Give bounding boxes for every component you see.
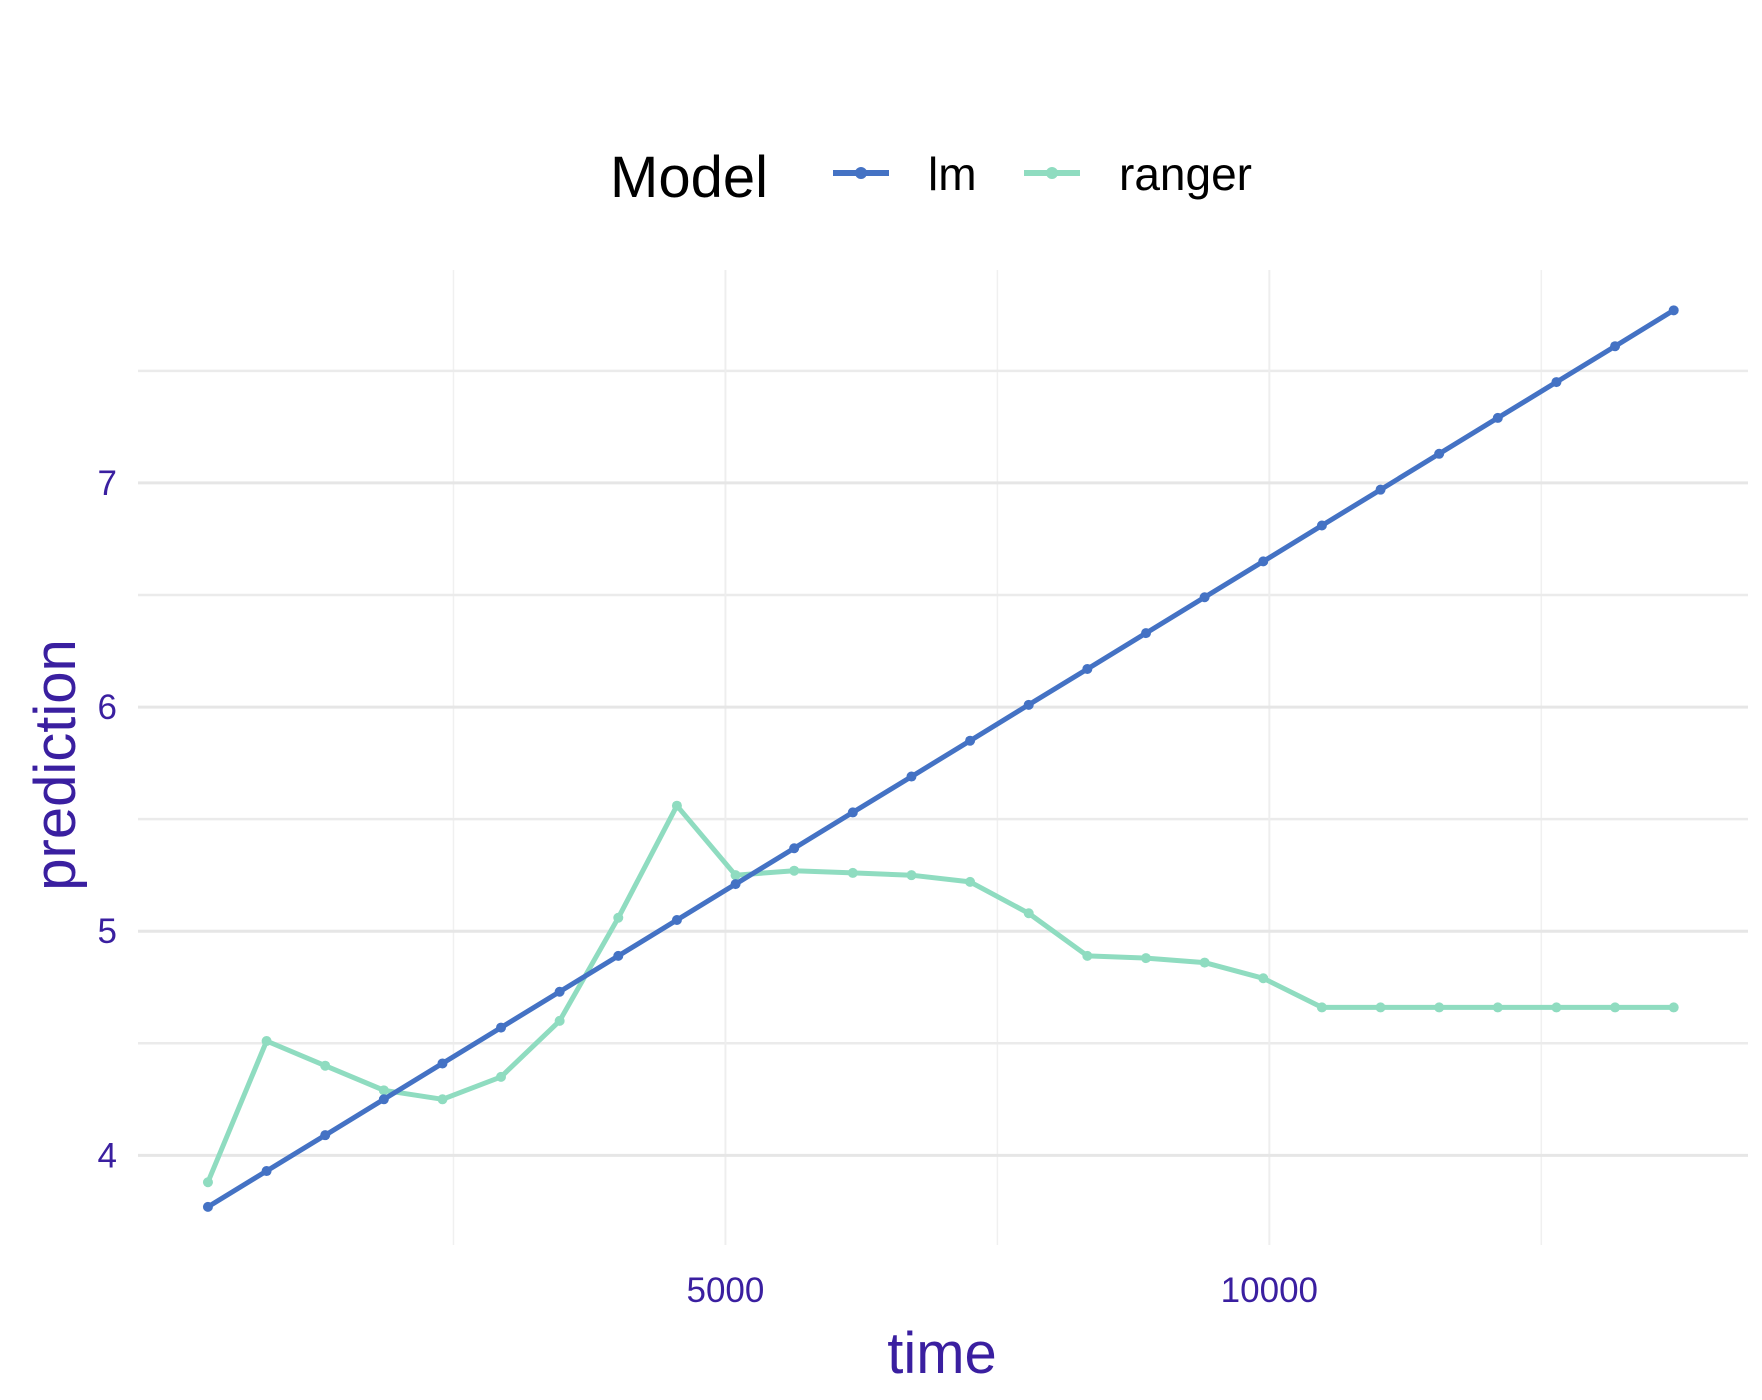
- data-point-lm: [554, 986, 565, 997]
- data-point-lm: [261, 1166, 272, 1177]
- legend-key-point: [1046, 167, 1058, 179]
- y-tick-label: 6: [98, 688, 117, 727]
- y-tick-label: 5: [98, 912, 117, 951]
- legend-title: Model: [610, 145, 768, 210]
- data-point-lm: [906, 771, 917, 782]
- legend-item-ranger: ranger: [1024, 148, 1252, 200]
- data-point-ranger: [320, 1060, 331, 1071]
- data-point-lm: [320, 1130, 331, 1141]
- y-tick-label: 4: [98, 1136, 117, 1175]
- data-point-lm: [847, 807, 858, 818]
- data-point-ranger: [789, 865, 800, 876]
- data-point-ranger: [730, 870, 741, 881]
- data-point-lm: [378, 1094, 389, 1105]
- data-point-ranger: [1668, 1002, 1679, 1013]
- data-point-ranger: [1199, 957, 1210, 968]
- data-point-ranger: [965, 876, 976, 887]
- data-point-ranger: [1375, 1002, 1386, 1013]
- data-point-ranger: [1140, 953, 1151, 964]
- data-point-ranger: [847, 867, 858, 878]
- series-layer: [202, 305, 1679, 1212]
- data-point-ranger: [1610, 1002, 1621, 1013]
- data-point-lm: [1551, 377, 1562, 388]
- data-point-lm: [671, 915, 682, 925]
- data-point-ranger: [906, 870, 917, 881]
- y-axis-title: prediction: [23, 639, 88, 890]
- data-point-lm: [1199, 592, 1210, 603]
- grid: [138, 270, 1748, 1245]
- data-point-ranger: [1258, 973, 1269, 984]
- data-point-ranger: [261, 1036, 272, 1047]
- legend-key-point: [855, 167, 867, 179]
- data-point-ranger: [671, 800, 682, 811]
- x-axis-title: time: [887, 1321, 997, 1386]
- data-point-ranger: [1023, 908, 1034, 919]
- data-point-ranger: [1434, 1002, 1445, 1013]
- data-point-ranger: [378, 1085, 389, 1096]
- data-point-ranger: [554, 1015, 565, 1026]
- data-point-lm: [789, 843, 800, 854]
- data-point-lm: [1610, 341, 1621, 352]
- data-point-lm: [965, 735, 976, 746]
- data-point-ranger: [437, 1094, 448, 1105]
- y-tick-label: 7: [98, 464, 117, 503]
- data-point-lm: [1023, 699, 1034, 710]
- legend: Model lm ranger: [610, 145, 1252, 210]
- data-point-lm: [1140, 628, 1151, 639]
- data-point-lm: [1668, 305, 1679, 316]
- data-point-lm: [1375, 484, 1386, 495]
- data-point-lm: [496, 1022, 507, 1033]
- data-point-lm: [1492, 412, 1503, 423]
- data-point-ranger: [613, 912, 624, 923]
- data-point-lm: [1434, 448, 1445, 459]
- legend-label: lm: [928, 148, 977, 200]
- data-point-ranger: [1316, 1002, 1327, 1013]
- series-ranger: [202, 800, 1679, 1188]
- data-point-ranger: [1551, 1002, 1562, 1013]
- series-lm: [202, 305, 1679, 1212]
- data-point-lm: [1258, 556, 1269, 567]
- data-point-ranger: [496, 1071, 507, 1082]
- series-line-lm: [205, 307, 1677, 1210]
- data-point-lm: [613, 950, 624, 961]
- data-point-ranger: [202, 1177, 213, 1188]
- data-point-lm: [1316, 520, 1327, 531]
- data-point-lm: [730, 879, 741, 890]
- data-point-lm: [1082, 663, 1093, 674]
- legend-item-lm: lm: [833, 148, 977, 200]
- x-tick-label: 5000: [686, 1271, 764, 1310]
- data-point-ranger: [1082, 950, 1093, 961]
- data-point-lm: [202, 1201, 213, 1212]
- data-point-lm: [437, 1058, 448, 1069]
- data-point-ranger: [1492, 1002, 1503, 1013]
- series-line-ranger: [205, 803, 1677, 1185]
- legend-label: ranger: [1119, 148, 1252, 200]
- x-tick-label: 10000: [1221, 1271, 1318, 1310]
- tick-labels: 5000 10000 4 5 6 7: [98, 464, 1318, 1310]
